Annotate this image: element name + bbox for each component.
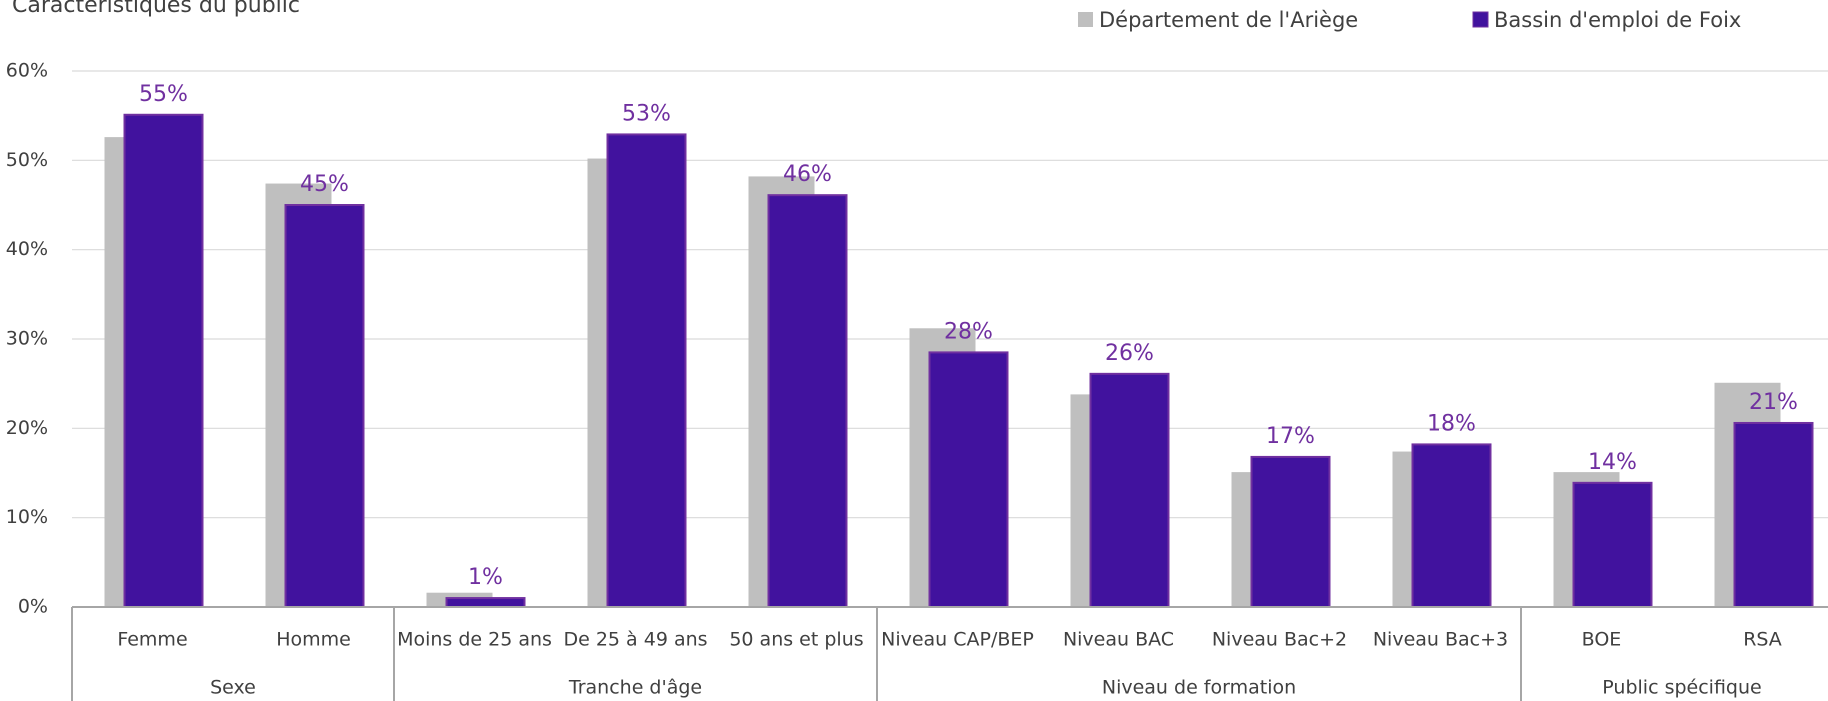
data-label: 26% <box>1105 341 1154 366</box>
bar <box>284 204 365 608</box>
bar <box>1572 481 1653 608</box>
data-label: 46% <box>783 162 832 187</box>
group-label: Tranche d'âge <box>568 677 702 699</box>
data-label: 45% <box>300 172 349 197</box>
group-label: Public spécifique <box>1602 677 1761 699</box>
chart-title: Caractéristiques du public <box>12 0 300 18</box>
group-label: Niveau de formation <box>1102 677 1296 699</box>
data-label: 18% <box>1427 411 1476 436</box>
legend-swatch <box>1472 11 1489 28</box>
data-label: 17% <box>1266 424 1315 449</box>
x-tick-label: 50 ans et plus <box>729 629 863 651</box>
data-label: 53% <box>622 101 671 126</box>
x-tick-label: Moins de 25 ans <box>397 629 552 651</box>
data-label: 1% <box>468 565 503 590</box>
data-label: 28% <box>944 319 993 344</box>
bar <box>123 113 204 608</box>
y-tick-label: 60% <box>6 60 48 82</box>
y-tick-label: 20% <box>6 417 48 439</box>
data-label: 21% <box>1749 390 1798 415</box>
legend-swatch <box>1078 12 1093 27</box>
bar <box>606 133 687 608</box>
x-tick-label: Niveau Bac+3 <box>1373 629 1508 651</box>
y-tick-label: 10% <box>6 506 48 528</box>
data-label: 14% <box>1588 450 1637 475</box>
bar <box>1250 455 1331 609</box>
x-tick-label: BOE <box>1582 629 1622 651</box>
x-tick-label: Niveau CAP/BEP <box>881 629 1034 651</box>
bar <box>1733 421 1814 608</box>
x-tick-label: De 25 à 49 ans <box>563 629 707 651</box>
bar <box>767 194 848 608</box>
x-tick-label: Niveau BAC <box>1063 629 1174 651</box>
y-tick-label: 30% <box>6 328 48 350</box>
group-label: Sexe <box>210 677 256 699</box>
y-tick-label: 40% <box>6 238 48 260</box>
bar <box>928 351 1009 608</box>
y-tick-label: 0% <box>18 596 48 618</box>
bar <box>1089 372 1170 608</box>
y-tick-label: 50% <box>6 149 48 171</box>
legend-label: Bassin d'emploi de Foix <box>1494 8 1741 32</box>
bar <box>1411 443 1492 608</box>
data-label: 55% <box>139 82 188 107</box>
x-tick-label: Homme <box>276 629 351 651</box>
x-tick-label: Femme <box>117 629 187 651</box>
bar <box>445 597 526 608</box>
legend-label: Département de l'Ariège <box>1099 8 1358 32</box>
x-tick-label: Niveau Bac+2 <box>1212 629 1347 651</box>
x-tick-label: RSA <box>1743 629 1782 651</box>
